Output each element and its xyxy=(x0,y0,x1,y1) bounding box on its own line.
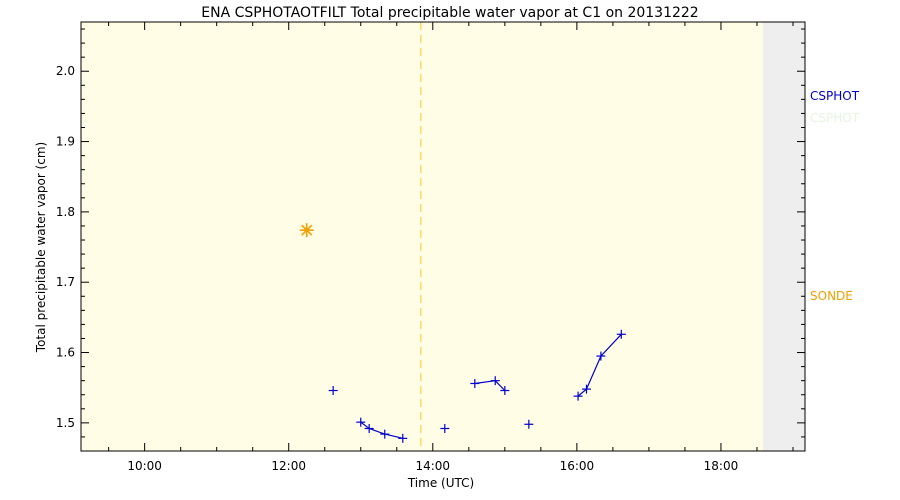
y-tick-label-0: 1.5 xyxy=(56,416,75,430)
csphot-point-2 xyxy=(364,423,374,433)
csphot-point-0 xyxy=(328,386,338,396)
plot-area xyxy=(81,22,805,451)
series-layer xyxy=(299,223,626,443)
csphot-point-12 xyxy=(596,351,606,361)
y-tick-label-5: 2.0 xyxy=(56,64,75,78)
chart-title: ENA CSPHOTAOTFILT Total precipitable wat… xyxy=(201,5,698,21)
csphot-point-9 xyxy=(524,419,534,429)
x-tick-label-3: 16:00 xyxy=(560,459,595,473)
plot-background xyxy=(81,22,805,451)
y-tick-label-4: 1.9 xyxy=(56,135,75,149)
plot-frame xyxy=(80,21,806,452)
csphot-point-3 xyxy=(380,429,390,439)
csphot-point-4 xyxy=(398,433,408,443)
legend-label-sonde: SONDE xyxy=(810,289,853,303)
x-tick-label-4: 18:00 xyxy=(704,459,739,473)
sonde-point-0 xyxy=(299,223,314,238)
x-axis-label: Time (UTC) xyxy=(407,476,474,490)
x-tick-label-2: 14:00 xyxy=(415,459,450,473)
csphot-point-13 xyxy=(616,329,626,339)
csphot-point-10 xyxy=(573,391,583,401)
axes: 10:00 12:00 14:00 16:00 18:00 1.5 1.6 1.7 1.8 1.9… xyxy=(56,21,806,473)
csphot-point-7 xyxy=(490,376,500,386)
legend-label-extra: CSPHOT xyxy=(810,111,860,125)
csphot-point-8 xyxy=(500,386,510,396)
legend-label-csphot: CSPHOT xyxy=(810,89,860,103)
csphot-point-6 xyxy=(470,378,480,388)
y-tick-label-1: 1.6 xyxy=(56,346,75,360)
y-tick-label-3: 1.8 xyxy=(56,205,75,219)
csphot-point-11 xyxy=(581,384,591,394)
shaded-region xyxy=(762,22,805,451)
y-tick-label-2: 1.7 xyxy=(56,275,75,289)
x-tick-label-0: 10:00 xyxy=(127,459,162,473)
y-axis-label: Total precipitable water vapor (cm) xyxy=(34,142,48,353)
csphot-point-5 xyxy=(440,423,450,433)
legend: CSPHOT CSPHOT SONDE xyxy=(810,89,860,303)
series-line-0-2 xyxy=(577,333,622,397)
series-line-0-0 xyxy=(360,421,403,439)
x-tick-label-1: 12:00 xyxy=(271,459,306,473)
csphot-point-1 xyxy=(356,417,366,427)
